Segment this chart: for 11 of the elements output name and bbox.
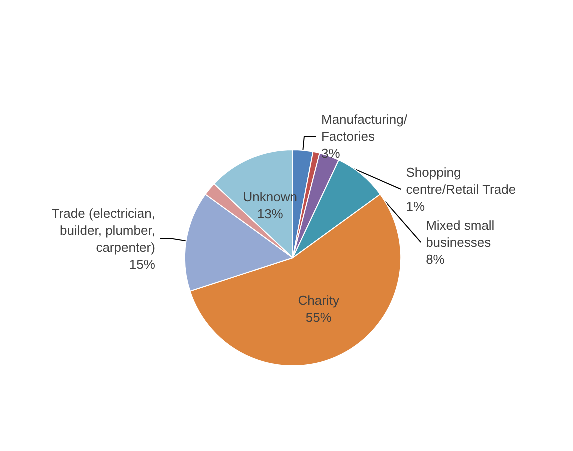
slice-label: Shopping centre/Retail Trade [406, 164, 516, 197]
data-label: 15% [129, 256, 156, 272]
data-label: 3% [321, 146, 341, 161]
data-label: 8% [426, 252, 446, 267]
slice-label: Mixed small businesses [426, 218, 495, 250]
data-label: 1% [406, 198, 426, 214]
slice-label: Manufacturing/ Factories [321, 112, 408, 144]
data-label: 55% [306, 310, 332, 325]
slice-label: Trade (electrician, builder, plumber, carpenter) [52, 206, 156, 255]
data-label: 13% [257, 206, 284, 222]
slice-label: Charity [298, 292, 340, 308]
